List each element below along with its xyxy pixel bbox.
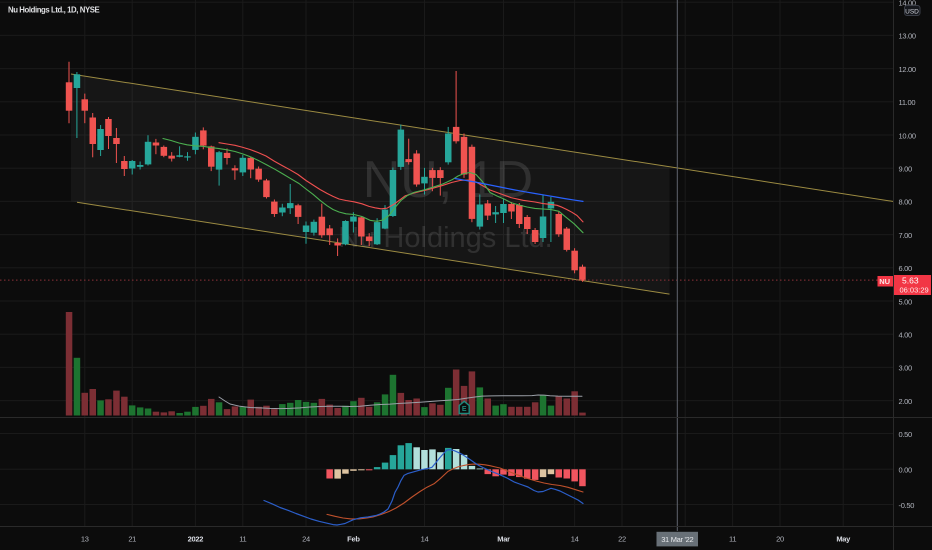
svg-text:8.00: 8.00 <box>899 198 913 207</box>
svg-text:4.00: 4.00 <box>899 331 913 340</box>
svg-text:11: 11 <box>239 535 246 544</box>
svg-text:NU: NU <box>879 277 890 286</box>
svg-text:2.00: 2.00 <box>899 397 913 406</box>
svg-text:2022: 2022 <box>188 535 204 544</box>
svg-text:May: May <box>836 535 851 544</box>
svg-text:13: 13 <box>81 535 89 544</box>
svg-text:6.00: 6.00 <box>899 264 913 273</box>
svg-text:22: 22 <box>618 535 626 544</box>
svg-text:Feb: Feb <box>347 535 360 544</box>
svg-text:14.00: 14.00 <box>899 0 916 8</box>
svg-text:11.00: 11.00 <box>899 98 916 107</box>
svg-text:20: 20 <box>776 535 784 544</box>
svg-text:31 Mar '22: 31 Mar '22 <box>661 535 693 544</box>
svg-text:9.00: 9.00 <box>899 165 913 174</box>
svg-text:0.50: 0.50 <box>899 430 913 439</box>
svg-text:5.00: 5.00 <box>899 297 913 306</box>
svg-text:24: 24 <box>302 535 310 544</box>
svg-text:USD: USD <box>905 8 919 15</box>
svg-text:12.00: 12.00 <box>899 65 916 74</box>
svg-text:11: 11 <box>729 535 736 544</box>
svg-text:Mar: Mar <box>497 535 510 544</box>
svg-text:Nu Holdings Ltd., 1D, NYSE: Nu Holdings Ltd., 1D, NYSE <box>8 6 100 15</box>
svg-text:14: 14 <box>571 535 579 544</box>
svg-text:13.00: 13.00 <box>899 32 916 41</box>
svg-text:06:03:29: 06:03:29 <box>900 286 929 295</box>
svg-text:10.00: 10.00 <box>899 131 916 140</box>
svg-text:7.00: 7.00 <box>899 231 913 240</box>
svg-text:0.00: 0.00 <box>899 466 913 475</box>
svg-text:14: 14 <box>421 535 429 544</box>
svg-text:21: 21 <box>128 535 136 544</box>
svg-text:E: E <box>462 406 467 413</box>
svg-text:3.00: 3.00 <box>899 364 913 373</box>
svg-text:5.63: 5.63 <box>902 276 919 286</box>
svg-text:-0.50: -0.50 <box>899 501 915 510</box>
